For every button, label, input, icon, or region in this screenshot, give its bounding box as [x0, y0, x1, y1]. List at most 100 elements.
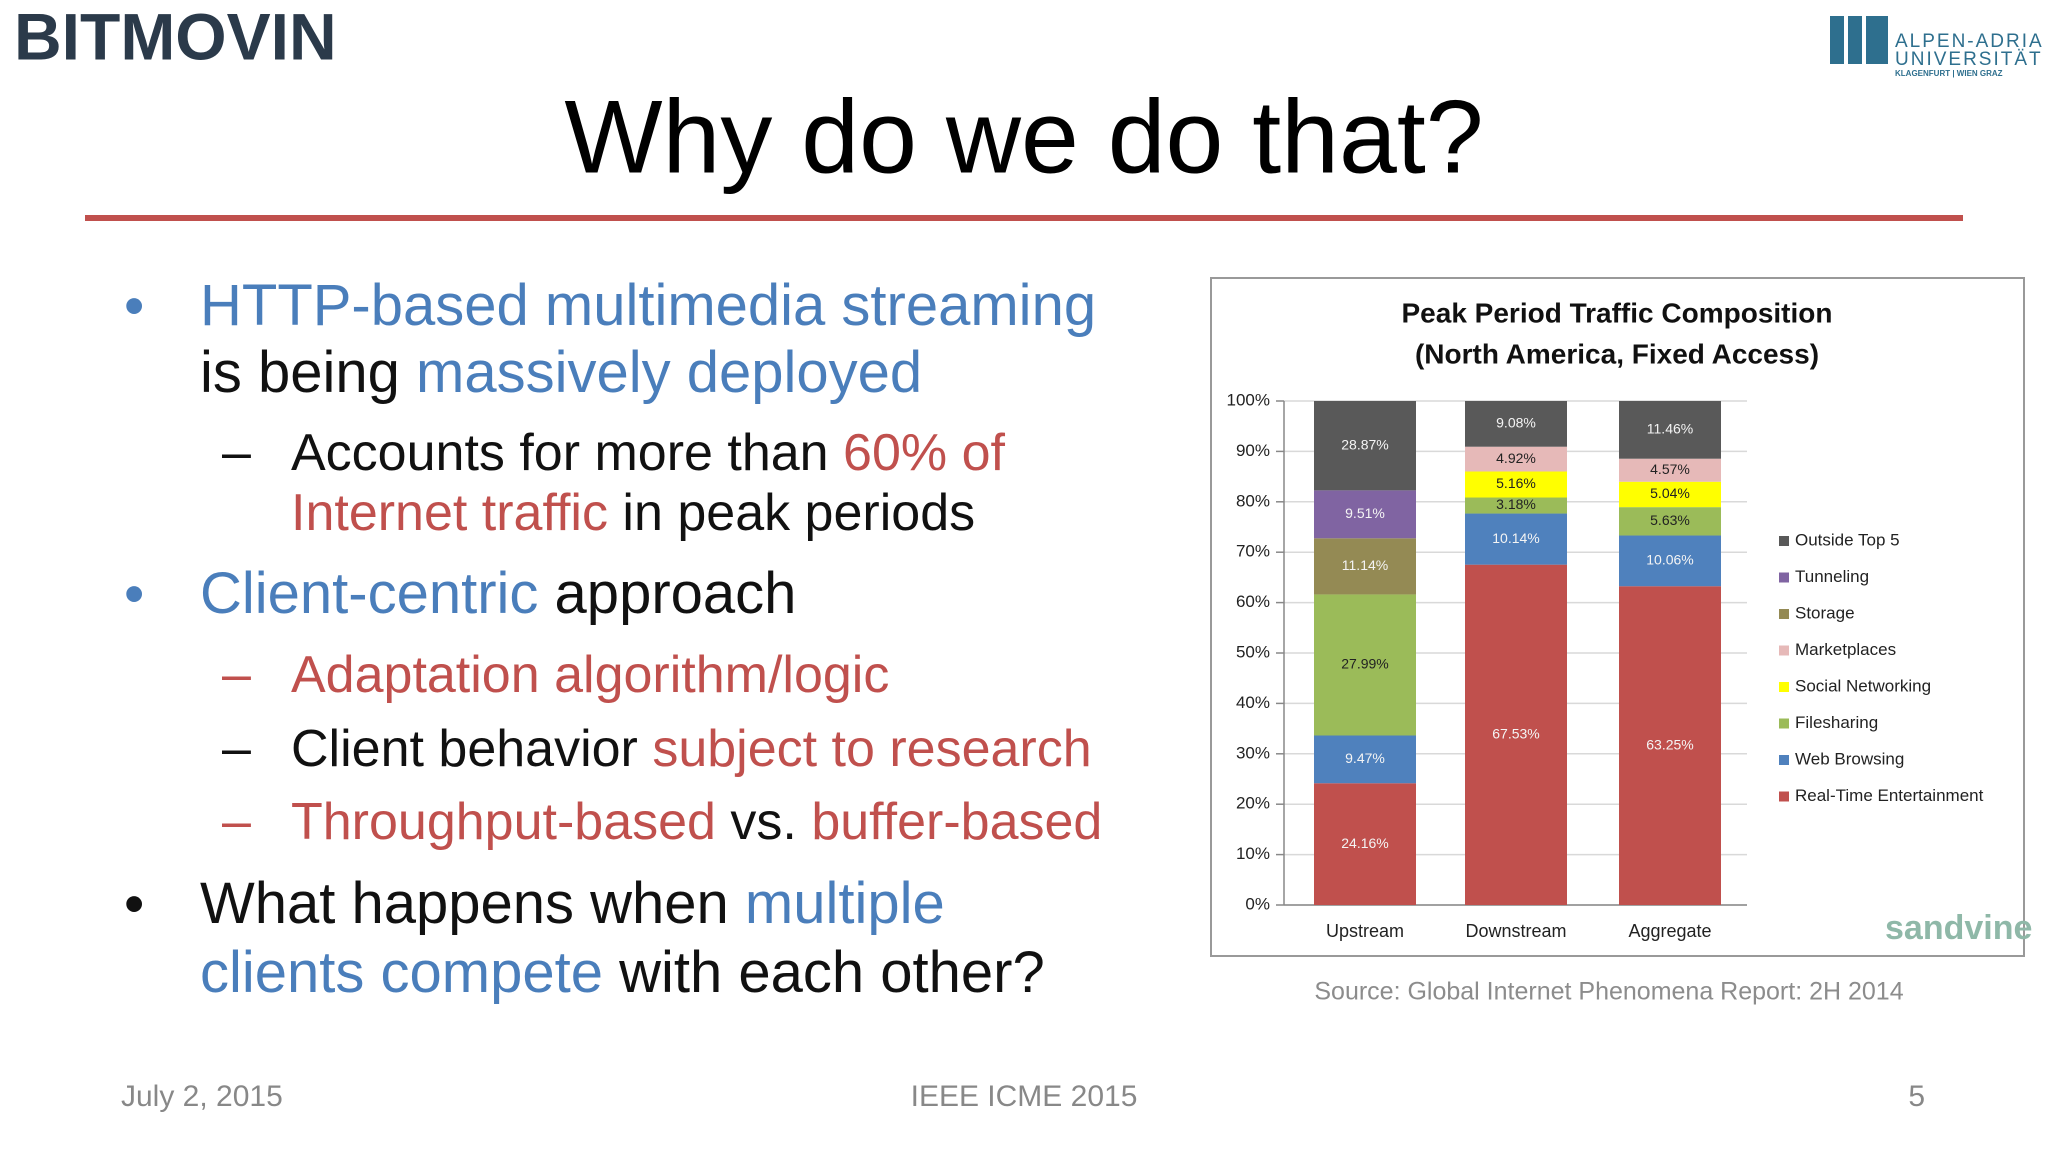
data-label: 67.53% — [1492, 726, 1539, 742]
bullet-span: multiple — [745, 871, 945, 936]
bar-segment — [1314, 538, 1416, 595]
bullet-span: 60% of — [843, 424, 1005, 482]
bullet-span: Adaptation algorithm/logic — [291, 646, 889, 704]
slide-title: Why do we do that? — [564, 79, 1483, 195]
bullet-marker: – — [222, 720, 251, 778]
title-rule — [85, 215, 1963, 221]
data-label: 11.46% — [1647, 421, 1693, 437]
x-tick-label: Upstream — [1326, 921, 1404, 941]
legend-swatch — [1779, 536, 1789, 546]
y-tick-label: 40% — [1236, 693, 1270, 712]
logo-text: UNIVERSITÄT — [1895, 49, 2043, 70]
bullet-line: Accounts for more than 60% of — [291, 424, 1005, 482]
bullet-span: is being — [200, 340, 416, 405]
bullet-marker: • — [124, 561, 144, 626]
legend-swatch — [1779, 682, 1789, 692]
bar-segment — [1619, 481, 1721, 508]
bar-segment — [1314, 594, 1416, 736]
bar-segment — [1619, 401, 1721, 459]
bullet-span: What happens when — [200, 871, 745, 936]
chart-title: (North America, Fixed Access) — [1415, 338, 1819, 369]
brand-logo: BITMOVIN — [14, 0, 337, 73]
legend-label: Social Networking — [1795, 676, 1931, 695]
logo-bar — [1830, 16, 1844, 64]
legend-label: Filesharing — [1795, 713, 1878, 732]
source-note: Source: Global Internet Phenomena Report… — [1314, 978, 1903, 1006]
logo-text: ALPEN-ADRIA — [1895, 31, 2044, 52]
legend-swatch — [1779, 609, 1789, 619]
footer-event: IEEE ICME 2015 — [911, 1080, 1138, 1113]
bar-segment — [1619, 535, 1721, 587]
legend-swatch — [1779, 645, 1789, 656]
legend-swatch — [1779, 791, 1789, 802]
bullet-marker: – — [222, 424, 251, 482]
bullet-span: Internet traffic — [291, 484, 608, 542]
legend-swatch — [1779, 572, 1789, 583]
bullet-span: Throughput-based — [291, 793, 716, 851]
bullet-marker: – — [222, 793, 251, 851]
bullet-span: Accounts for more than — [291, 424, 843, 482]
bullet-marker: – — [222, 646, 251, 704]
bullet-line: Throughput-based vs. buffer-based — [291, 793, 1102, 851]
legend-label: Marketplaces — [1795, 640, 1896, 659]
bullet-line: HTTP-based multimedia streaming — [200, 273, 1096, 338]
data-label: 27.99% — [1341, 656, 1388, 672]
data-label: 5.04% — [1650, 485, 1690, 501]
data-label: 4.92% — [1496, 450, 1536, 466]
bullet-marker: • — [124, 871, 144, 936]
logo-text: KLAGENFURT | WIEN GRAZ — [1895, 69, 2003, 78]
bullet-span: buffer-based — [811, 793, 1102, 851]
data-label: 63.25% — [1646, 736, 1693, 752]
y-tick-label: 70% — [1236, 542, 1270, 561]
bullet-span: massively deployed — [416, 340, 922, 405]
footer-page: 5 — [1908, 1080, 1925, 1113]
bullet-span: Client behavior — [291, 720, 652, 778]
bar-segment — [1314, 735, 1416, 784]
y-tick-label: 10% — [1236, 844, 1270, 863]
bullet-marker: • — [124, 273, 144, 338]
data-label: 11.14% — [1342, 557, 1388, 573]
bullet-line: Client behavior subject to research — [291, 720, 1092, 778]
data-label: 5.63% — [1650, 512, 1690, 528]
y-tick-label: 100% — [1227, 390, 1270, 409]
legend-label: Real-Time Entertainment — [1795, 786, 1984, 805]
bullet-span: with each other? — [603, 940, 1045, 1005]
data-label: 4.57% — [1650, 461, 1690, 477]
legend-label: Outside Top 5 — [1795, 530, 1900, 549]
data-label: 3.18% — [1496, 496, 1536, 512]
bullet-span: Client-centric — [200, 561, 538, 626]
bullet-line: Adaptation algorithm/logic — [291, 646, 889, 704]
logo-bar — [1866, 16, 1888, 64]
data-label: 24.16% — [1341, 835, 1388, 851]
chart: 0% 10% 20% 30% 40% 50% 60% 70% 80% 90% 100% Upstrea… — [1227, 390, 1984, 941]
y-tick-label: 60% — [1236, 592, 1270, 611]
data-label: 9.51% — [1345, 505, 1385, 521]
legend-label: Tunneling — [1795, 567, 1869, 586]
y-tick-label: 30% — [1236, 743, 1270, 762]
data-label: 10.06% — [1646, 552, 1693, 568]
bullet-span: approach — [538, 561, 796, 626]
bullet-span: vs. — [716, 793, 811, 851]
footer-date: July 2, 2015 — [121, 1080, 283, 1113]
bars — [1314, 401, 1721, 905]
university-logo: ALPEN-ADRIA UNIVERSITÄT KLAGENFURT | WIE… — [1830, 16, 2044, 78]
bullet-line: clients compete with each other? — [200, 940, 1045, 1005]
x-tick-label: Aggregate — [1628, 921, 1711, 941]
bar-segment — [1465, 513, 1567, 565]
bar-segment — [1465, 471, 1567, 498]
logo-bar — [1848, 16, 1862, 64]
data-label: 9.47% — [1345, 750, 1385, 766]
bullet-span: clients compete — [200, 940, 603, 1005]
bar-segment — [1314, 401, 1416, 491]
bullet-line: Client-centric approach — [200, 561, 796, 626]
bar-segment — [1314, 783, 1416, 905]
bullet-span: HTTP-based multimedia streaming — [200, 273, 1096, 338]
data-label: 9.08% — [1496, 415, 1536, 431]
legend-label: Storage — [1795, 603, 1855, 622]
bar-segment — [1619, 458, 1721, 482]
bar-segment — [1465, 564, 1567, 905]
bar-segment — [1465, 401, 1567, 447]
y-tick-label: 80% — [1236, 491, 1270, 510]
